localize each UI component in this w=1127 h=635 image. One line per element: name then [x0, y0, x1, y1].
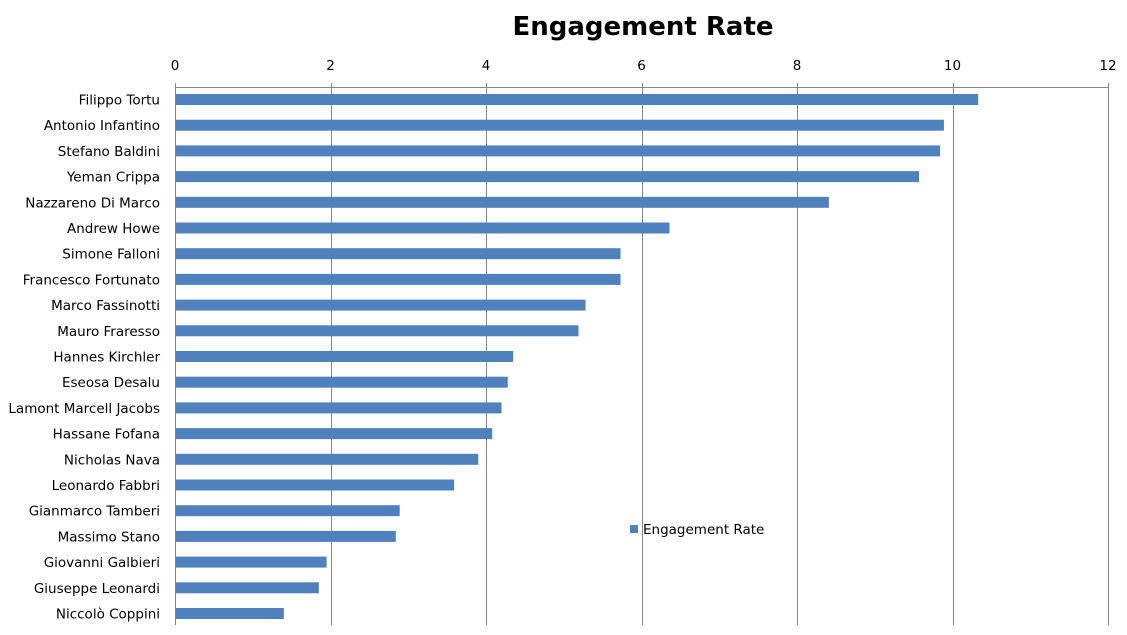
- category-label: Nazzareno Di Marco: [25, 195, 160, 211]
- bar: [176, 248, 621, 260]
- bar: [176, 556, 327, 568]
- bar: [176, 196, 829, 208]
- category-label: Marco Fassinotti: [51, 298, 160, 314]
- category-label: Eseosa Desalu: [62, 375, 160, 391]
- category-label: Francesco Fortunato: [23, 272, 160, 288]
- bar: [176, 222, 670, 234]
- category-label: Giovanni Galbieri: [44, 555, 160, 571]
- x-axis-ticks: 0 2 4 6 8 10 12: [171, 58, 1117, 74]
- category-label: Massimo Stano: [58, 529, 160, 545]
- bar: [176, 171, 920, 183]
- category-label: Hannes Kirchler: [53, 350, 160, 366]
- category-label: Niccolò Coppini: [56, 607, 160, 623]
- category-label: Leonardo Fabbri: [52, 478, 160, 494]
- x-tick-label: 10: [944, 58, 961, 74]
- category-label: Nicholas Nava: [64, 452, 160, 468]
- bar: [176, 582, 319, 594]
- bar: [176, 351, 514, 362]
- x-tick-label: 6: [637, 58, 646, 74]
- category-label: Gianmarco Tamberi: [29, 504, 160, 520]
- legend-label: Engagement Rate: [643, 522, 764, 538]
- category-label: Giuseppe Leonardi: [34, 581, 160, 597]
- category-label: Antonio Infantino: [44, 118, 160, 134]
- bar: [176, 299, 586, 311]
- legend: Engagement Rate: [630, 522, 764, 538]
- bar: [176, 608, 284, 619]
- category-label: Yeman Crippa: [66, 170, 160, 186]
- bar: [176, 94, 979, 105]
- bar: [176, 145, 941, 157]
- bar: [176, 402, 502, 414]
- category-label: Hassane Fofana: [53, 427, 160, 443]
- category-label: Andrew Howe: [67, 221, 160, 237]
- bar: [176, 376, 508, 388]
- x-tick-label: 2: [326, 58, 335, 74]
- bar: [176, 428, 493, 440]
- category-label: Mauro Fraresso: [57, 324, 160, 340]
- category-labels: Filippo Tortu Antonio Infantino Stefano Ba…: [8, 93, 160, 623]
- bars: [176, 94, 979, 619]
- category-label: Simone Falloni: [62, 247, 160, 263]
- bar: [176, 530, 396, 542]
- bar: [176, 453, 479, 465]
- legend-swatch: [630, 525, 638, 533]
- x-tick-label: 8: [793, 58, 802, 74]
- x-tick-label: 4: [482, 58, 491, 74]
- bar: [176, 505, 400, 517]
- bar: [176, 479, 455, 491]
- bar: [176, 273, 621, 285]
- category-label: Lamont Marcell Jacobs: [8, 401, 160, 417]
- bar: [176, 325, 579, 337]
- category-label: Filippo Tortu: [79, 93, 160, 109]
- bar: [176, 119, 944, 131]
- x-tick-label: 12: [1099, 58, 1116, 74]
- category-label: Stefano Baldini: [58, 144, 160, 160]
- x-tick-label: 0: [171, 58, 180, 74]
- chart-title: Engagement Rate: [512, 12, 773, 42]
